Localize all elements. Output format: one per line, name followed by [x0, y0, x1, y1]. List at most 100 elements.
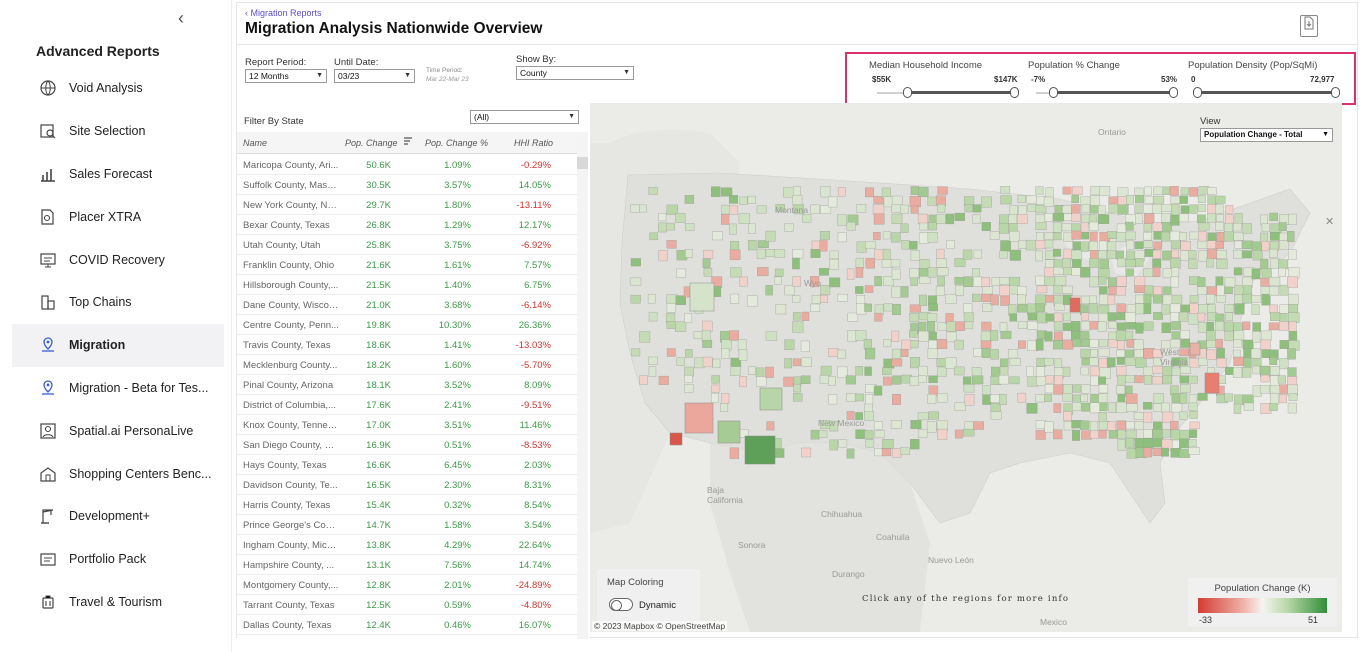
- county-region[interactable]: [838, 439, 848, 448]
- county-region[interactable]: [1170, 429, 1181, 441]
- county-region[interactable]: [972, 214, 981, 224]
- table-row[interactable]: Ingham County, Mich... 13.8K 4.29% 22.64%: [237, 535, 577, 555]
- county-region[interactable]: [1035, 186, 1044, 195]
- county-region[interactable]: [1162, 366, 1173, 377]
- map-canvas[interactable]: [590, 103, 1342, 632]
- county-region[interactable]: [1008, 276, 1021, 286]
- county-region[interactable]: [1251, 348, 1261, 359]
- table-row[interactable]: Pinal County, Arizona 18.1K 3.52% 8.09%: [237, 375, 577, 395]
- county-region[interactable]: [874, 276, 882, 287]
- county-region[interactable]: [882, 231, 891, 240]
- county-region[interactable]: [1242, 250, 1253, 259]
- county-region[interactable]: [1153, 311, 1163, 320]
- county-region[interactable]: [1233, 366, 1243, 378]
- county-region[interactable]: [792, 312, 801, 321]
- county-region[interactable]: [1189, 303, 1199, 315]
- county-region[interactable]: [1135, 294, 1146, 304]
- county-region[interactable]: [1143, 240, 1153, 248]
- table-row[interactable]: District of Columbia,... 17.6K 2.41% -9.51%: [237, 395, 577, 415]
- county-region[interactable]: [1062, 285, 1073, 294]
- county-region[interactable]: [1098, 348, 1110, 357]
- county-region[interactable]: [1089, 421, 1099, 431]
- county-region[interactable]: [954, 429, 963, 439]
- county-region[interactable]: [928, 303, 938, 312]
- county-region[interactable]: [1062, 366, 1071, 377]
- county-region[interactable]: [1233, 330, 1245, 341]
- county-region[interactable]: [1277, 375, 1286, 384]
- county-region[interactable]: [737, 339, 747, 351]
- county-region[interactable]: [1179, 195, 1188, 204]
- table-row[interactable]: Hays County, Texas 16.6K 6.45% 2.03%: [237, 455, 577, 475]
- county-region[interactable]: [955, 321, 965, 331]
- county-region[interactable]: [998, 223, 1009, 234]
- county-region[interactable]: [1171, 249, 1179, 259]
- county-region[interactable]: [1070, 321, 1081, 332]
- county-region[interactable]: [1206, 258, 1214, 268]
- county-region[interactable]: [1216, 259, 1228, 269]
- county-region[interactable]: [1143, 429, 1153, 440]
- county-region[interactable]: [1287, 231, 1295, 242]
- county-region[interactable]: [1062, 393, 1073, 402]
- county-region[interactable]: [1198, 231, 1207, 243]
- county-region[interactable]: [1197, 195, 1206, 203]
- county-region[interactable]: [980, 340, 992, 349]
- county-region[interactable]: [702, 339, 713, 348]
- county-region[interactable]: [1179, 384, 1191, 393]
- county-region[interactable]: [810, 249, 821, 258]
- county-region[interactable]: [703, 268, 713, 277]
- county-region[interactable]: [739, 376, 747, 388]
- sidebar-item-migration[interactable]: Migration: [12, 323, 224, 367]
- county-region[interactable]: [1171, 403, 1183, 413]
- county-region[interactable]: [1052, 248, 1062, 257]
- county-region[interactable]: [729, 205, 739, 215]
- county-region[interactable]: [1288, 249, 1297, 260]
- county-region[interactable]: [784, 339, 795, 350]
- county-region[interactable]: [1224, 304, 1235, 313]
- county-region[interactable]: [917, 412, 929, 421]
- county-region[interactable]: [757, 267, 769, 277]
- county-region[interactable]: [846, 268, 855, 280]
- county-region[interactable]: [701, 330, 711, 342]
- county-region[interactable]: [1216, 284, 1226, 296]
- county-region[interactable]: [972, 293, 981, 302]
- county-region[interactable]: [1216, 347, 1225, 359]
- county-region[interactable]: [829, 250, 839, 259]
- county-region[interactable]: [891, 348, 901, 359]
- county-region[interactable]: [1133, 412, 1144, 420]
- county-region[interactable]: [954, 258, 966, 267]
- county-region[interactable]: [1080, 338, 1091, 348]
- county-region[interactable]: [1063, 248, 1073, 259]
- county-region[interactable]: [666, 321, 676, 329]
- county-region[interactable]: [1225, 205, 1234, 214]
- county-region[interactable]: [717, 420, 741, 444]
- county-region[interactable]: [1144, 195, 1155, 204]
- county-region[interactable]: [1268, 276, 1281, 287]
- slider-min-handle[interactable]: [903, 87, 913, 98]
- county-region[interactable]: [1215, 221, 1224, 231]
- sidebar-item-void-analysis[interactable]: Void Analysis: [12, 67, 224, 110]
- county-region[interactable]: [1099, 186, 1111, 196]
- county-region[interactable]: [756, 376, 767, 387]
- county-region[interactable]: [1080, 394, 1088, 402]
- county-region[interactable]: [981, 277, 991, 288]
- county-region[interactable]: [1215, 195, 1226, 204]
- county-region[interactable]: [1179, 232, 1187, 241]
- county-region[interactable]: [800, 340, 810, 352]
- county-region[interactable]: [774, 438, 782, 450]
- county-region[interactable]: [1089, 221, 1099, 231]
- sidebar-item-migration-beta-for-tes[interactable]: Migration - Beta for Tes...: [12, 367, 224, 410]
- county-region[interactable]: [972, 204, 982, 213]
- table-scroll-thumb[interactable]: [577, 157, 588, 169]
- county-region[interactable]: [980, 331, 992, 342]
- county-region[interactable]: [1188, 402, 1198, 411]
- county-region[interactable]: [1180, 241, 1191, 251]
- county-region[interactable]: [1044, 267, 1055, 278]
- county-region[interactable]: [721, 204, 730, 215]
- county-region[interactable]: [1207, 187, 1217, 195]
- county-region[interactable]: [1126, 240, 1135, 250]
- county-region[interactable]: [1116, 312, 1126, 321]
- county-region[interactable]: [820, 365, 832, 376]
- county-region[interactable]: [792, 295, 801, 303]
- county-region[interactable]: [1197, 392, 1208, 401]
- county-region[interactable]: [1135, 258, 1144, 267]
